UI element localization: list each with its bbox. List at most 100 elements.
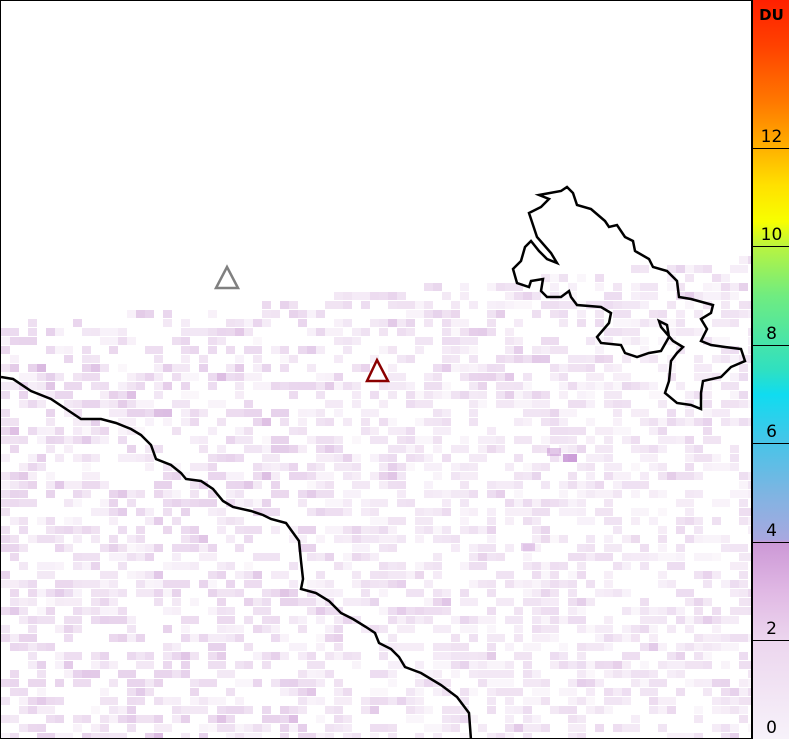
so2-pixel bbox=[541, 445, 550, 453]
so2-pixel bbox=[442, 310, 460, 318]
so2-pixel bbox=[244, 373, 262, 381]
so2-pixel bbox=[685, 265, 694, 273]
so2-pixel bbox=[334, 337, 343, 345]
so2-pixel bbox=[127, 337, 136, 345]
so2-pixel bbox=[181, 733, 190, 738]
so2-pixel bbox=[118, 418, 136, 426]
so2-pixel bbox=[613, 400, 622, 408]
so2-pixel bbox=[613, 526, 622, 534]
so2-pixel bbox=[127, 445, 136, 453]
so2-pixel bbox=[478, 670, 496, 678]
so2-pixel bbox=[721, 688, 739, 696]
so2-pixel bbox=[478, 580, 487, 588]
so2-pixel bbox=[451, 472, 460, 480]
so2-pixel bbox=[505, 355, 523, 363]
so2-pixel bbox=[55, 526, 64, 534]
so2-pixel bbox=[685, 508, 694, 516]
so2-pixel bbox=[496, 391, 514, 399]
so2-pixel bbox=[82, 670, 100, 678]
colorbar-tick-label: 4 bbox=[766, 520, 777, 541]
so2-pixel bbox=[559, 292, 577, 300]
so2-pixel bbox=[325, 634, 343, 642]
so2-pixel bbox=[73, 679, 91, 687]
so2-pixel bbox=[19, 517, 28, 525]
so2-pixel bbox=[271, 409, 289, 417]
so2-pixel bbox=[541, 274, 550, 282]
so2-pixel bbox=[55, 652, 64, 660]
so2-pixel bbox=[460, 391, 469, 399]
so2-pixel bbox=[748, 589, 751, 597]
so2-pixel bbox=[685, 490, 694, 498]
so2-pixel bbox=[487, 445, 505, 453]
so2-pixel bbox=[586, 355, 604, 363]
so2-pixel bbox=[100, 499, 118, 507]
colorbar-tick-label: 10 bbox=[760, 225, 783, 246]
so2-pixel bbox=[118, 454, 136, 462]
so2-pixel bbox=[73, 427, 82, 435]
so2-pixel bbox=[127, 571, 136, 579]
so2-pixel bbox=[343, 301, 352, 309]
so2-pixel bbox=[388, 463, 406, 471]
so2-pixel bbox=[154, 679, 163, 687]
so2-pixel bbox=[217, 418, 226, 426]
so2-pixel bbox=[64, 355, 73, 363]
so2-pixel bbox=[595, 346, 604, 354]
so2-pixel bbox=[433, 508, 442, 516]
so2-pixel bbox=[235, 319, 244, 327]
so2-pixel bbox=[721, 301, 730, 309]
so2-pixel bbox=[199, 499, 217, 507]
so2-pixel bbox=[253, 625, 262, 633]
so2-pixel bbox=[505, 499, 514, 507]
so2-pixel bbox=[316, 679, 325, 687]
so2-pixel bbox=[370, 625, 379, 633]
so2-pixel bbox=[316, 373, 325, 381]
so2-pixel bbox=[379, 571, 388, 579]
so2-pixel bbox=[334, 679, 343, 687]
so2-pixel bbox=[622, 670, 631, 678]
so2-pixel bbox=[334, 301, 343, 309]
so2-pixel bbox=[487, 373, 496, 381]
so2-pixel bbox=[343, 490, 361, 498]
so2-pixel bbox=[181, 337, 190, 345]
so2-pixel bbox=[217, 724, 235, 732]
so2-pixel bbox=[19, 598, 28, 606]
so2-pixel bbox=[622, 688, 631, 696]
so2-pixel bbox=[703, 292, 721, 300]
so2-pixel bbox=[181, 382, 190, 390]
so2-pixel bbox=[100, 697, 118, 705]
so2-pixel bbox=[478, 526, 496, 534]
so2-pixel bbox=[109, 715, 118, 723]
so2-pixel bbox=[739, 697, 751, 705]
so2-pixel bbox=[658, 616, 667, 624]
so2-pixel bbox=[460, 346, 469, 354]
so2-pixel bbox=[244, 481, 262, 489]
so2-pixel bbox=[640, 598, 649, 606]
so2-pixel bbox=[568, 571, 577, 579]
so2-pixel bbox=[64, 589, 82, 597]
so2-pixel bbox=[739, 364, 748, 372]
so2-pixel bbox=[685, 733, 694, 738]
so2-pixel bbox=[1, 427, 19, 435]
so2-pixel bbox=[586, 454, 604, 462]
so2-pixel bbox=[46, 409, 55, 417]
so2-pixel bbox=[442, 688, 451, 696]
so2-pixel bbox=[361, 418, 370, 426]
volcano-marker-red[interactable] bbox=[365, 357, 391, 383]
so2-pixel bbox=[19, 526, 28, 534]
so2-pixel bbox=[109, 535, 118, 543]
so2-pixel bbox=[46, 643, 55, 651]
so2-pixel bbox=[586, 382, 595, 390]
so2-pixel bbox=[361, 535, 379, 543]
so2-pixel bbox=[730, 607, 748, 615]
so2-pixel bbox=[316, 445, 334, 453]
colorbar-tick bbox=[753, 246, 789, 248]
volcano-marker-gray[interactable] bbox=[213, 264, 241, 290]
so2-pixel bbox=[406, 355, 415, 363]
so2-pixel bbox=[118, 526, 127, 534]
so2-pixel bbox=[145, 679, 163, 687]
so2-pixel bbox=[145, 571, 163, 579]
so2-pixel bbox=[667, 652, 685, 660]
so2-pixel bbox=[577, 517, 595, 525]
so2-pixel bbox=[1, 580, 19, 588]
so2-pixel bbox=[307, 670, 316, 678]
